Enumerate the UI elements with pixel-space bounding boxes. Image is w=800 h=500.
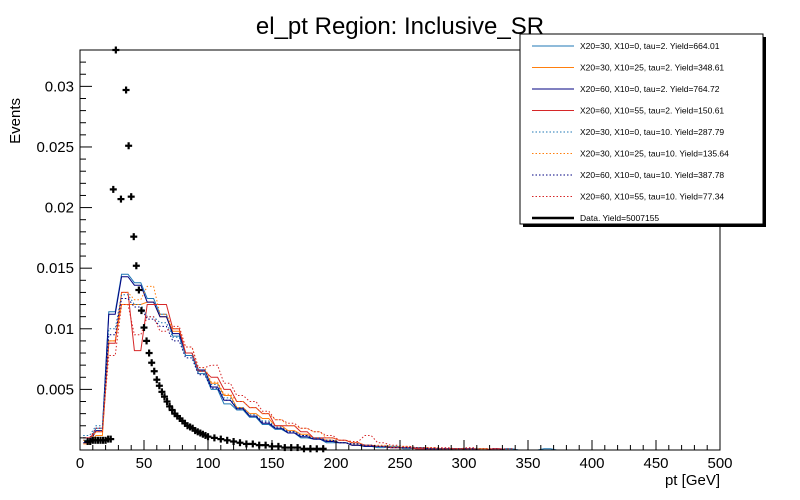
legend-label: X20=60, X10=0, tau=2. Yield=764.72 bbox=[580, 84, 720, 94]
data-point bbox=[125, 142, 133, 150]
legend-label: X20=60, X10=0, tau=10. Yield=387.78 bbox=[580, 170, 724, 180]
data-point bbox=[130, 233, 138, 241]
data-point bbox=[117, 195, 125, 203]
legend-label: X20=30, X10=25, tau=10. Yield=135.64 bbox=[580, 149, 729, 159]
y-tick-label: 0.025 bbox=[36, 139, 74, 156]
y-axis: 0.005 0.01 0.015 0.02 0.025 0.03 bbox=[36, 49, 92, 439]
data-point bbox=[300, 445, 308, 453]
data-point bbox=[158, 388, 166, 396]
legend-entry: Data. Yield=5007155 bbox=[532, 213, 659, 223]
data-point bbox=[168, 406, 176, 414]
data-points-layer bbox=[84, 46, 327, 453]
y-tick-label: 0.02 bbox=[45, 200, 74, 217]
legend-entry: X20=60, X10=0, tau=2. Yield=764.72 bbox=[532, 84, 720, 94]
data-point bbox=[274, 442, 282, 450]
data-point bbox=[155, 382, 163, 390]
series-line-1 bbox=[83, 273, 717, 451]
data-point bbox=[249, 440, 257, 448]
legend-entry: X20=30, X10=25, tau=2. Yield=348.61 bbox=[532, 63, 724, 73]
data-point bbox=[150, 367, 158, 375]
x-tick-label: 150 bbox=[259, 455, 284, 472]
chart-title: el_pt Region: Inclusive_SR bbox=[256, 13, 544, 40]
legend-label: X20=30, X10=0, tau=10. Yield=287.79 bbox=[580, 127, 724, 137]
x-tick-label: 0 bbox=[76, 455, 84, 472]
series-line-2 bbox=[83, 301, 717, 451]
legend-entry: X20=30, X10=0, tau=10. Yield=287.79 bbox=[532, 127, 724, 137]
data-point bbox=[217, 435, 225, 443]
data-point bbox=[262, 441, 270, 449]
y-tick-label: 0.005 bbox=[36, 381, 74, 398]
series-line-8 bbox=[83, 304, 717, 451]
x-tick-label: 500 bbox=[707, 455, 732, 472]
y-tick-label: 0.015 bbox=[36, 260, 74, 277]
data-point bbox=[166, 402, 174, 410]
legend-entry: X20=60, X10=55, tau=2. Yield=150.61 bbox=[532, 106, 724, 116]
data-point bbox=[132, 262, 140, 270]
y-axis-label: Events bbox=[7, 98, 24, 144]
data-point bbox=[122, 86, 130, 94]
x-tick-label: 450 bbox=[643, 455, 668, 472]
data-point bbox=[204, 433, 212, 441]
data-point bbox=[109, 185, 117, 193]
data-point bbox=[313, 445, 321, 453]
series-line-5 bbox=[83, 294, 717, 451]
series-layer bbox=[83, 273, 717, 451]
series-line-4 bbox=[83, 291, 717, 451]
data-point bbox=[137, 307, 145, 315]
data-point bbox=[223, 436, 231, 444]
x-tick-label: 400 bbox=[579, 455, 604, 472]
legend-label: X20=60, X10=55, tau=2. Yield=150.61 bbox=[580, 106, 724, 116]
data-point bbox=[140, 324, 148, 332]
legend-entry: X20=60, X10=0, tau=10. Yield=387.78 bbox=[532, 170, 724, 180]
legend-box bbox=[519, 33, 764, 225]
data-point bbox=[230, 438, 238, 446]
legend-label: X20=30, X10=0, tau=2. Yield=664.01 bbox=[580, 41, 720, 51]
data-point bbox=[153, 376, 161, 384]
data-point bbox=[107, 435, 115, 443]
x-axis: 0 50 100 150 200 250 300 350 400 450 500 bbox=[76, 440, 733, 472]
x-tick-label: 300 bbox=[451, 455, 476, 472]
legend-entry: X20=60, X10=55, tau=10. Yield=77.34 bbox=[532, 192, 724, 202]
data-point bbox=[163, 398, 171, 406]
data-point bbox=[148, 359, 156, 367]
data-point bbox=[127, 193, 135, 201]
data-point bbox=[210, 434, 218, 442]
series-line-3 bbox=[83, 276, 717, 451]
data-point bbox=[160, 393, 168, 401]
legend: X20=30, X10=0, tau=2. Yield=664.01 X20=30… bbox=[519, 33, 766, 227]
legend-entry: X20=30, X10=0, tau=2. Yield=664.01 bbox=[532, 41, 720, 51]
x-tick-label: 250 bbox=[387, 455, 412, 472]
legend-label: X20=60, X10=55, tau=10. Yield=77.34 bbox=[580, 192, 724, 202]
x-tick-label: 200 bbox=[323, 455, 348, 472]
x-axis-label: pt [GeV] bbox=[665, 472, 720, 489]
x-tick-label: 350 bbox=[515, 455, 540, 472]
x-tick-label: 50 bbox=[136, 455, 153, 472]
legend-label: Data. Yield=5007155 bbox=[580, 213, 659, 223]
legend-label: X20=30, X10=25, tau=2. Yield=348.61 bbox=[580, 63, 724, 73]
series-line-6 bbox=[83, 285, 717, 451]
y-tick-label: 0.03 bbox=[45, 78, 74, 95]
legend-entry: X20=30, X10=25, tau=10. Yield=135.64 bbox=[532, 149, 729, 159]
y-tick-label: 0.01 bbox=[45, 321, 74, 338]
x-tick-label: 100 bbox=[195, 455, 220, 472]
data-point bbox=[236, 439, 244, 447]
data-point bbox=[135, 286, 143, 294]
series-line-7 bbox=[83, 298, 717, 451]
data-point bbox=[145, 349, 153, 357]
data-point bbox=[143, 337, 151, 345]
